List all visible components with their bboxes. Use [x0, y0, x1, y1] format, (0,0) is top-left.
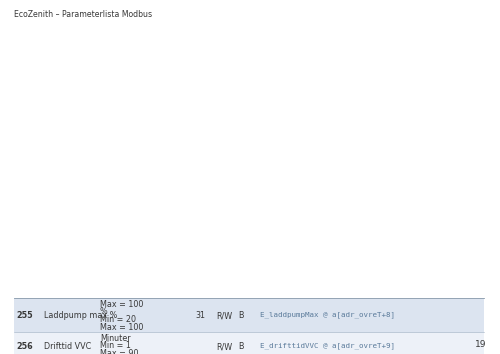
Text: E_laddpumpMax @ a[adr_ovreT+8]: E_laddpumpMax @ a[adr_ovreT+8]	[260, 311, 395, 318]
Text: 255: 255	[16, 311, 32, 320]
Text: B: B	[238, 311, 244, 320]
Text: 31: 31	[195, 311, 205, 320]
Text: Max = 100: Max = 100	[100, 300, 144, 309]
Text: Laddpump max %: Laddpump max %	[44, 311, 118, 320]
Text: Max = 90: Max = 90	[100, 349, 138, 354]
Text: E_drifttidVVC @ a[adr_ovreT+9]: E_drifttidVVC @ a[adr_ovreT+9]	[260, 342, 395, 349]
Text: Drifttid VVC: Drifttid VVC	[44, 342, 91, 351]
Text: B: B	[238, 342, 244, 351]
Text: 256: 256	[16, 342, 32, 351]
Bar	[14, 332, 484, 354]
Text: %: %	[100, 308, 108, 316]
Bar	[14, 298, 484, 332]
Text: R/W: R/W	[216, 342, 232, 351]
Text: Min = 20: Min = 20	[100, 315, 136, 324]
Text: R/W: R/W	[216, 311, 232, 320]
Text: Min = 1: Min = 1	[100, 342, 131, 350]
Text: Minuter: Minuter	[100, 334, 130, 343]
Text: 19: 19	[474, 340, 486, 349]
Text: Max = 100: Max = 100	[100, 322, 144, 331]
Text: EcoZenith – Parameterlista Modbus: EcoZenith – Parameterlista Modbus	[14, 10, 152, 19]
